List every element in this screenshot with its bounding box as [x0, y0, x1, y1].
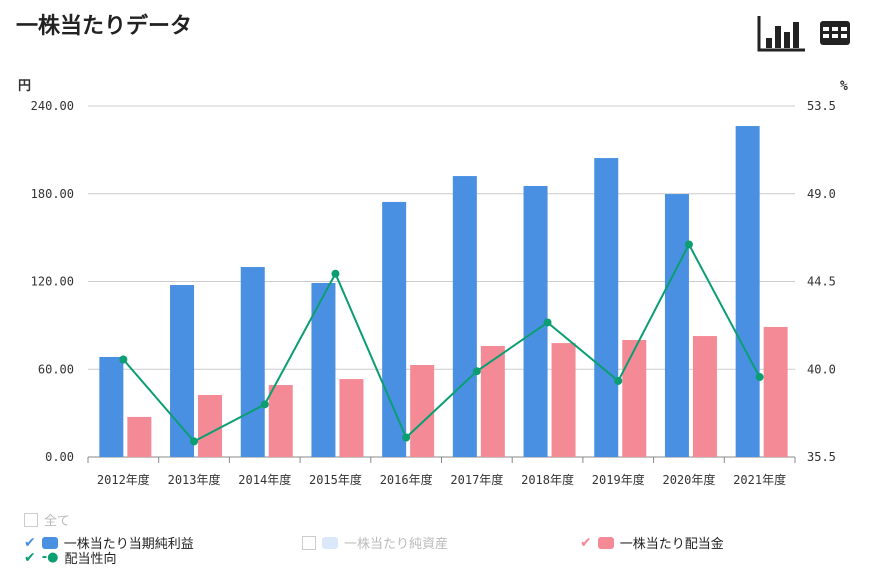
bar-net-income[interactable] [240, 267, 265, 457]
check-icon: ✔ [580, 534, 592, 551]
bar-chart-icon[interactable] [757, 14, 807, 56]
left-tick-label: 120.00 [31, 275, 74, 289]
check-icon: ✔ [24, 534, 36, 551]
payout-ratio-point[interactable] [614, 376, 623, 385]
payout-ratio-point[interactable] [684, 240, 693, 249]
payout-ratio-point[interactable] [472, 367, 481, 376]
bar-dividend[interactable] [127, 416, 152, 457]
legend-label: 一株当たり純資産 [344, 537, 449, 552]
x-tick-label: 2019年度 [592, 472, 645, 487]
checkbox[interactable] [24, 512, 38, 527]
payout-ratio-point[interactable] [331, 269, 340, 278]
left-axis-unit: 円 [18, 79, 31, 94]
bar-dividend[interactable] [692, 336, 717, 457]
legend-all-label: 全て [44, 514, 71, 529]
legend-label: 配当性向 [64, 552, 117, 567]
right-tick-label: 35.5 [807, 450, 836, 464]
x-tick-label: 2013年度 [168, 472, 221, 487]
right-tick-label: 40.0 [807, 362, 836, 376]
payout-ratio-point[interactable] [543, 318, 552, 327]
x-tick-label: 2020年度 [662, 472, 715, 487]
payout-ratio-point[interactable] [402, 433, 411, 442]
legend-swatch [597, 536, 614, 549]
x-tick-label: 2017年度 [450, 472, 503, 487]
bar-net-income[interactable] [99, 356, 124, 457]
x-tick-label: 2015年度 [309, 472, 362, 487]
table-icon[interactable] [819, 20, 851, 50]
right-tick-label: 53.5 [807, 99, 836, 113]
bar-dividend[interactable] [763, 326, 788, 457]
legend-label: 一株当たり当期純利益 [63, 537, 194, 552]
bar-net-income[interactable] [311, 282, 336, 457]
x-tick-label: 2021年度 [733, 472, 786, 487]
payout-ratio-point[interactable] [260, 400, 269, 409]
bar-net-income[interactable] [664, 194, 689, 458]
payout-ratio-point[interactable] [190, 437, 199, 446]
legend-item-net-assets[interactable]: 一株当たり純資産 [302, 533, 448, 552]
legend-item-net-income[interactable]: ✔ 一株当たり当期純利益 [24, 533, 194, 553]
legend-swatch [322, 536, 338, 549]
bar-net-income[interactable] [452, 176, 477, 457]
right-axis-unit: % [840, 79, 848, 94]
x-tick-label: 2012年度 [97, 472, 150, 487]
left-tick-label: 180.00 [31, 187, 74, 201]
legend-item-dividend[interactable]: ✔ 一株当たり配当金 [580, 533, 724, 553]
bar-dividend[interactable] [551, 343, 576, 457]
x-tick-label: 2014年度 [238, 472, 291, 487]
page-title: 一株当たりデータ [16, 14, 193, 39]
legend-item-payout-ratio[interactable]: ✔ -● 配当性向 [24, 548, 117, 568]
chart: 円 % 0.00 35.5 60.00 40.0 120.00 44.5 180.00 49.… [18, 79, 848, 487]
left-tick-label: 240.00 [31, 99, 74, 113]
bar-net-income[interactable] [735, 126, 760, 457]
bar-net-income[interactable] [594, 158, 619, 457]
left-tick-label: 60.00 [38, 362, 74, 376]
bar-net-income[interactable] [382, 201, 407, 457]
right-tick-label: 49.0 [807, 187, 836, 201]
right-tick-label: 44.5 [807, 275, 836, 289]
checkbox[interactable] [302, 535, 316, 550]
bar-dividend[interactable] [480, 345, 505, 457]
left-tick-label: 0.00 [45, 450, 74, 464]
bar-dividend[interactable] [268, 385, 293, 457]
bar-net-income[interactable] [170, 285, 195, 457]
x-tick-label: 2018年度 [521, 472, 574, 487]
check-icon: ✔ [24, 549, 36, 566]
legend-label: 一株当たり配当金 [619, 537, 724, 552]
bar-net-income[interactable] [523, 185, 548, 457]
bar-dividend[interactable] [622, 340, 647, 457]
line-marker-icon: -● [41, 550, 59, 565]
payout-ratio-line [122, 242, 761, 443]
bar-dividend[interactable] [339, 379, 364, 457]
legend-swatch [41, 536, 58, 549]
payout-ratio-point[interactable] [755, 373, 764, 382]
payout-ratio-point[interactable] [119, 355, 128, 364]
legend-all[interactable]: 全て [24, 510, 70, 529]
bar-dividend[interactable] [410, 365, 435, 457]
x-tick-label: 2016年度 [380, 472, 433, 487]
bar-dividend[interactable] [198, 394, 223, 457]
